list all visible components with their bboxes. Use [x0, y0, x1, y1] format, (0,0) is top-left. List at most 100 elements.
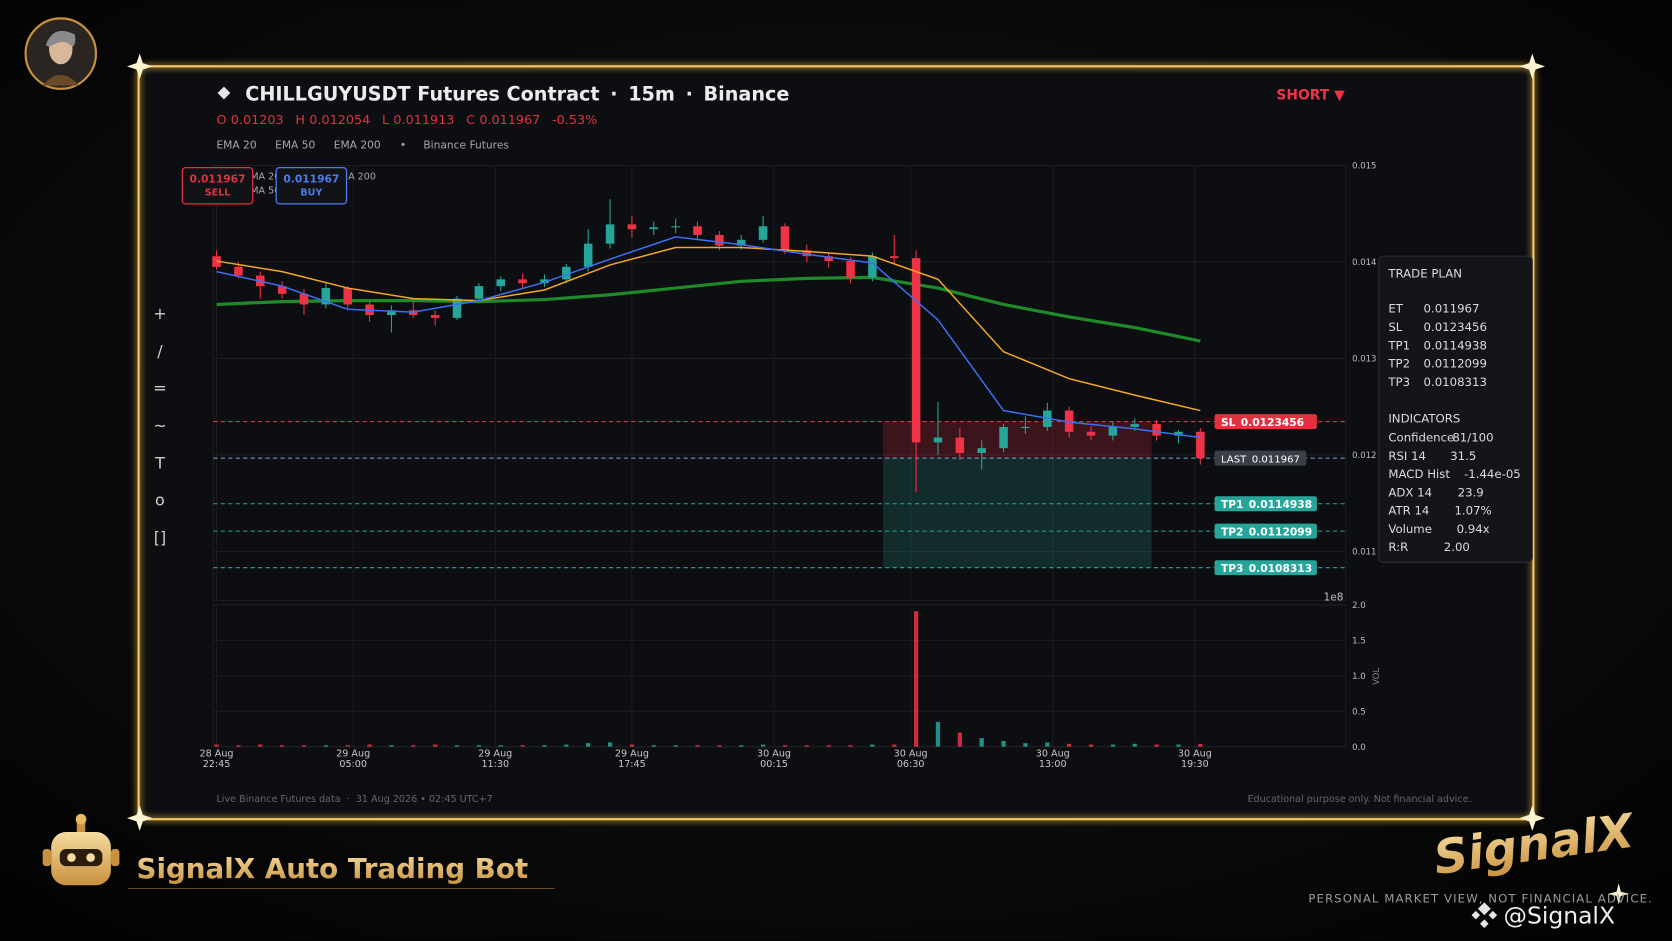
- plot: + / = ~ To [] 0.015 0.014 0.013 0.012 0.011 0.0 0.5 1…: [153, 162, 1533, 771]
- signal-button[interactable]: SHORT ▼: [1276, 87, 1345, 103]
- x-tick: 28 Aug 22:45: [199, 748, 234, 771]
- quick-trade-button[interactable]: [275, 167, 348, 205]
- x-tick-label: 29 Aug 17:45: [614, 748, 649, 771]
- level-name: LAST: [1221, 454, 1247, 465]
- volume-bar: [673, 745, 678, 747]
- candle-body: [846, 261, 855, 278]
- level-label-box: [1214, 496, 1317, 512]
- level-label-box: [1214, 560, 1317, 576]
- volume-bar: [717, 745, 722, 747]
- x-tick: 30 Aug 13:00: [1035, 748, 1070, 771]
- x-tick: 30 Aug 00:15: [757, 749, 791, 770]
- tool-button[interactable]: /: [157, 341, 163, 360]
- disclaimer: PERSONAL MARKET VIEW, NOT FINANCIAL ADVI…: [1308, 891, 1652, 905]
- candle-body: [277, 286, 287, 294]
- y-tick-label: 0.014: [1352, 258, 1376, 268]
- x-tick: 30 Aug 06:30: [894, 749, 928, 770]
- ohlc-label: O: [216, 113, 226, 128]
- legend-dot: •: [400, 138, 406, 151]
- indicator-value: 2.00: [1444, 540, 1470, 554]
- x-tick-label: 30 Aug 13:00: [1035, 748, 1070, 771]
- ohlc-label: L: [382, 113, 390, 128]
- exchange: Binance: [704, 82, 790, 105]
- indicator-label: MACD Hist: [1388, 467, 1450, 481]
- tool-button[interactable]: ~: [153, 416, 166, 435]
- indicator-label: ATR 14: [1388, 504, 1429, 518]
- volume-bar: [214, 744, 219, 747]
- quick-trade-button[interactable]: [181, 167, 254, 205]
- volume-bar: [1176, 744, 1181, 747]
- level-value: 0.0108313: [1249, 562, 1312, 575]
- indicator-label: R:R: [1388, 540, 1408, 554]
- legend-entry: EMA 200: [334, 138, 381, 151]
- volume-bar: [913, 611, 919, 747]
- volume-bar: [1132, 743, 1137, 747]
- level-name: SL: [1221, 416, 1236, 429]
- candle-body: [430, 315, 440, 318]
- indicator-label: ADX 14: [1388, 485, 1432, 499]
- candle-body: [452, 298, 462, 318]
- volume-bar: [695, 745, 700, 747]
- x-tick-label: 29 Aug 05:00: [336, 748, 371, 771]
- candle-body: [999, 426, 1008, 449]
- candle-body: [1174, 431, 1183, 436]
- candle-body: [583, 243, 593, 267]
- level-label: TP1 0.0114938: [1221, 498, 1312, 511]
- volume-bar: [1110, 744, 1116, 747]
- change: -0.53%: [552, 113, 597, 128]
- candle-body: [321, 288, 331, 305]
- trade-plan-value: 0.0108313: [1424, 375, 1487, 389]
- level-value: 0.0114938: [1249, 498, 1312, 511]
- volume-bar: [892, 744, 897, 747]
- vol-tick-label: 1.0: [1352, 672, 1366, 682]
- tool-button[interactable]: +: [153, 304, 166, 323]
- candle-body: [343, 288, 352, 305]
- ohlc-line: O 0.01203 H 0.012054 L 0.011913 C 0.011967 -0.53…: [216, 113, 597, 128]
- volume-bar: [935, 721, 941, 747]
- volume-bar: [1088, 744, 1094, 747]
- trade-plan-label: TP2: [1387, 357, 1410, 371]
- tool-button[interactable]: T: [154, 453, 165, 472]
- volume-bar: [301, 745, 307, 747]
- candle-body: [299, 293, 309, 305]
- robot-icon: [42, 813, 120, 886]
- volume-bar: [760, 744, 766, 747]
- legend-entry: EMA 20: [216, 138, 256, 151]
- handle: @SignalX: [1504, 902, 1616, 930]
- tool-button[interactable]: o: [155, 491, 165, 510]
- candle-body: [693, 226, 702, 235]
- candle-body: [824, 256, 833, 262]
- volume-bar: [739, 745, 744, 747]
- ema-line: [216, 275, 1201, 343]
- candle-body: [715, 234, 724, 246]
- vol-tick-label: 0.0: [1352, 743, 1366, 753]
- quick-trade-side: BUY: [300, 187, 323, 198]
- volume-bar: [848, 745, 853, 747]
- separator: ·: [686, 82, 693, 105]
- y-tick-label: 0.012: [1352, 451, 1376, 461]
- ema-line: [216, 236, 1201, 439]
- level-value: 0.0123456: [1241, 416, 1304, 429]
- tool-button[interactable]: =: [153, 379, 166, 398]
- inner-legend: EMA 200: [334, 171, 376, 182]
- volume-bar: [1154, 744, 1159, 747]
- chart-title: CHILLGUYUSDT Futures Contract · 15m · Binanc…: [245, 82, 789, 105]
- candle-body: [955, 437, 965, 453]
- trade-plan-label: TP1: [1387, 338, 1410, 352]
- trade-plan-label: TP3: [1387, 375, 1410, 389]
- indicator-value: -1.44e-05: [1464, 467, 1521, 481]
- tool-button[interactable]: []: [154, 528, 166, 547]
- x-tick: 30 Aug 19:30: [1178, 749, 1212, 770]
- volume-bar: [629, 744, 635, 747]
- quick-trade-side: SELL: [205, 187, 231, 198]
- quick-trade-price: 0.011967: [190, 173, 246, 186]
- volume-bar: [433, 744, 438, 747]
- vol-axis-label: VOL: [1372, 667, 1382, 684]
- volume-bar: [345, 745, 350, 747]
- level-label: TP3 0.0108313: [1221, 562, 1312, 575]
- bot-name: SignalX Auto Trading Bot: [136, 852, 528, 885]
- x-tick-label: 28 Aug 22:45: [199, 748, 234, 771]
- candle-body: [474, 286, 484, 299]
- volume-bar: [1198, 743, 1203, 747]
- level-name: TP1: [1221, 498, 1244, 511]
